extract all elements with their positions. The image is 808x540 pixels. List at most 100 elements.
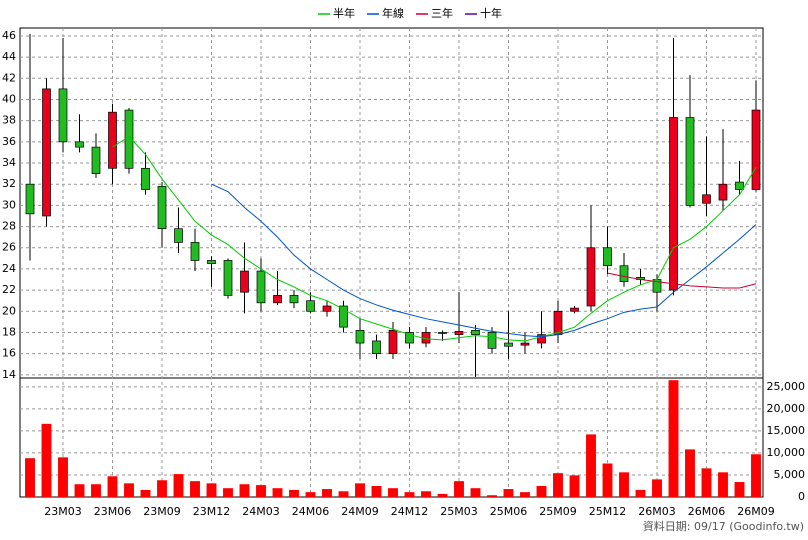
candle-body: [322, 305, 332, 312]
y-tick-label: 20: [2, 304, 16, 317]
volume-bar: [421, 491, 431, 497]
candle-body: [685, 117, 695, 206]
y-tick-label: 44: [2, 50, 16, 63]
volume-bar: [701, 468, 712, 497]
volume-bar: [41, 423, 52, 497]
ma-line: [211, 183, 757, 338]
candle-body: [306, 300, 315, 312]
y-tick-label: 18: [2, 325, 16, 338]
volume-bar: [124, 483, 134, 497]
candle-body: [223, 260, 233, 296]
candle-body: [471, 329, 480, 335]
x-tick-label: 25M09: [539, 505, 577, 518]
volume-bar: [58, 457, 68, 497]
ma-line: [607, 272, 757, 289]
x-tick-label: 23M03: [44, 505, 82, 518]
legend-label: 年線: [382, 6, 404, 20]
y2-tick-label: 5,000: [774, 468, 806, 481]
volume-bar: [206, 483, 217, 497]
volume-bar: [355, 483, 365, 497]
volume-bar: [289, 489, 299, 497]
candle-body: [454, 331, 464, 335]
volume-bar: [652, 479, 662, 497]
volume-bar: [190, 481, 200, 497]
candle-body: [751, 109, 761, 190]
x-tick-label: 23M06: [94, 505, 132, 518]
volume-bar: [470, 488, 481, 497]
volume-bar: [305, 492, 316, 497]
candle-body: [504, 342, 513, 347]
x-tick-label: 24M03: [242, 505, 280, 518]
candle-body: [735, 181, 744, 190]
candle-body: [58, 88, 68, 143]
y-tick-label: 34: [2, 156, 16, 169]
x-tick-label: 25M06: [490, 505, 528, 518]
volume-bar: [107, 476, 118, 497]
volume-bar: [140, 489, 151, 497]
x-tick-label: 26M03: [638, 505, 676, 518]
volume-bar: [371, 485, 382, 497]
candle-body: [157, 185, 167, 230]
y-tick-label: 16: [2, 347, 16, 360]
y-tick-label: 36: [2, 135, 16, 148]
candle-body: [190, 242, 200, 261]
x-tick-label: 23M09: [143, 505, 181, 518]
legend-label: 半年: [333, 6, 355, 20]
y-tick-label: 38: [2, 114, 16, 127]
y-tick-label: 46: [2, 29, 16, 42]
footer: 資料日期: 09/17 (Goodinfo.tw): [643, 519, 804, 533]
volume-bar: [520, 492, 530, 497]
volume-bar: [685, 449, 695, 497]
candle-body: [339, 305, 348, 328]
x-tick-label: 24M06: [292, 505, 330, 518]
y2-tick-label: 10,000: [767, 446, 806, 459]
candle-body: [702, 194, 711, 204]
volume-bar: [569, 475, 580, 497]
volume-bar: [388, 488, 398, 497]
candle-body: [372, 340, 381, 354]
legend-label: 三年: [431, 6, 453, 20]
candle-body: [256, 270, 266, 304]
x-tick-label: 26M09: [737, 505, 775, 518]
volume-bar: [487, 495, 497, 497]
candle-body: [388, 329, 398, 354]
candle-body: [42, 88, 51, 217]
volume-bar: [173, 474, 184, 497]
volume-bar: [536, 485, 547, 497]
volume-bar: [668, 380, 679, 497]
candle-body: [141, 167, 150, 190]
volume-bar: [404, 492, 415, 497]
volume-bar: [718, 472, 728, 497]
volume-bar: [586, 434, 596, 497]
y2-tick-label: 0: [798, 490, 805, 503]
x-tick-label: 24M09: [341, 505, 379, 518]
candle-body: [25, 183, 35, 215]
y-tick-label: 22: [2, 283, 16, 296]
volume-bar: [454, 481, 464, 497]
volume-bar: [272, 488, 283, 497]
candle-body: [669, 117, 678, 291]
y2-tick-label: 20,000: [767, 402, 806, 415]
candle-body: [75, 141, 84, 148]
y2-tick-label: 15,000: [767, 424, 806, 437]
candle-body: [520, 342, 530, 346]
candle-body: [355, 329, 365, 344]
legend-label: 十年: [480, 6, 502, 20]
volume-bar: [157, 480, 167, 497]
volume-bar: [751, 454, 761, 497]
candle-body: [603, 247, 612, 267]
x-tick-label: 25M03: [440, 505, 478, 518]
y-tick-label: 42: [2, 71, 16, 84]
candle-body: [405, 332, 414, 344]
candle-body: [108, 111, 117, 169]
x-tick-label: 25M12: [589, 505, 627, 518]
y-tick-label: 40: [2, 92, 16, 105]
y-tick-label: 24: [2, 262, 16, 275]
candle-body: [174, 228, 183, 243]
candle-body: [487, 332, 497, 349]
candle-body: [586, 247, 596, 307]
volume-bar: [503, 489, 514, 497]
y2-tick-label: 25,000: [767, 380, 806, 393]
candle-body: [207, 260, 216, 264]
candle-body: [537, 334, 546, 344]
